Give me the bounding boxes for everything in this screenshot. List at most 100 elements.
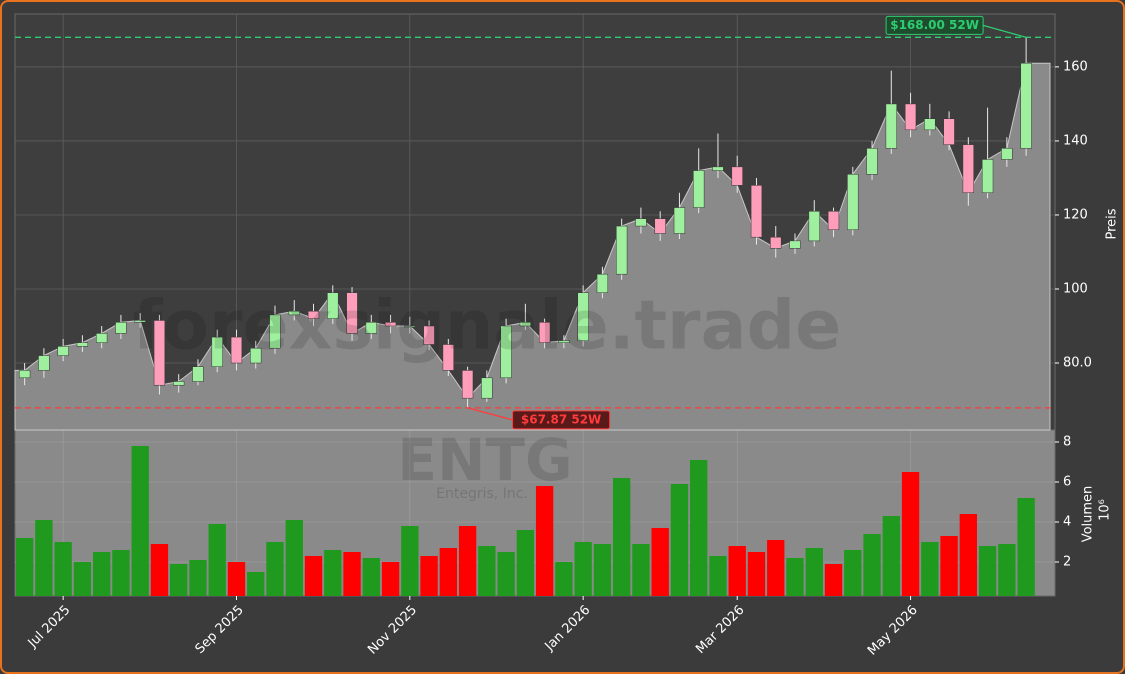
volume-bar [324,550,342,596]
candle-body [327,292,339,319]
volume-bar [844,550,862,596]
volume-bar [170,564,188,596]
hline-label: $67.87 52W [521,412,601,426]
candle-body [365,322,377,334]
volume-panel [14,429,1056,597]
candle-body [269,314,281,349]
candle-body [847,174,859,231]
y-tick-label: 120 [1063,207,1088,222]
volume-bar [131,446,149,596]
volume-bar [728,546,746,596]
candle-body [1001,148,1013,160]
volume-bar [998,544,1016,596]
volume-bar [632,544,650,596]
candle-body [981,159,994,194]
symbol-watermark: ENTG [397,426,572,494]
candle-body [18,370,31,379]
volume-bar [670,484,689,596]
candle-body [384,322,397,327]
volume-bar [362,558,380,596]
volume-bar [343,552,361,596]
candle-body [538,322,551,343]
volume-bar [901,472,920,596]
y-axis-label: Preis [1105,208,1120,239]
volume-bar [478,546,496,596]
candle-body [577,292,589,342]
candle-body [250,347,262,364]
candle-body [962,144,974,194]
volume-bar [767,540,785,596]
candle-body [596,273,609,293]
volume-bar [381,562,400,596]
candle-body [230,336,243,364]
volume-bar [940,536,958,596]
hline-label-box [512,410,611,430]
volume-unit: 10⁶ [1098,499,1113,521]
x-tick-label: Mar 2026 [693,603,747,657]
x-tick-label: Jul 2025 [25,603,74,652]
candle-body [442,344,454,371]
volume-bar [516,530,535,596]
candle-body [461,370,474,399]
volume-bar [93,552,111,596]
hline-label: $168.00 52W [890,18,979,32]
candle-body [827,211,840,231]
volume-bar [497,552,515,596]
candle-body [750,185,763,238]
candle-body [673,207,686,234]
candle-body [404,325,416,328]
volume-bar [574,542,592,596]
candle-body [635,218,647,227]
volume-bar [266,542,284,596]
volume-bar [420,556,438,596]
marks [14,37,1051,596]
candle-body [924,118,936,131]
volume-tick-label: 8 [1063,435,1071,450]
candle-body [346,292,358,334]
volume-bar [458,526,477,596]
volume-bar [593,544,612,596]
candle-body [693,170,705,208]
candle-body [153,320,166,386]
volume-bar [747,552,766,596]
volume-bar [709,556,727,596]
candle-body [192,366,204,382]
candle-body [808,211,820,242]
volume-bar [35,520,53,596]
candle-body [57,346,69,356]
candle-body [904,103,917,131]
candle-body [943,118,955,145]
candle-body [500,325,512,379]
volume-bar [304,556,323,596]
watermark: forexsignale.trade [133,287,842,366]
volume-tick-label: 4 [1063,515,1071,530]
volume-bar [921,542,939,596]
volume-bar [208,524,226,596]
x-tick-label: Nov 2025 [365,603,420,658]
volume-bar [613,478,631,596]
hline-arrow [467,407,513,421]
candle-body [789,240,801,249]
x-tick-label: Jan 2026 [542,603,594,655]
candle-body [38,355,50,371]
volume-bar [401,526,419,596]
candle-body [558,340,570,343]
volume-bar [73,562,92,596]
y-tick-label: 80.0 [1063,356,1092,371]
candle-body [866,148,878,175]
candle-body [211,336,223,367]
candle-body [115,322,127,334]
candle-body [712,166,724,171]
candle-body [134,320,146,323]
candle-body [481,377,493,399]
volume-bar [824,564,843,596]
volume-bar [227,562,246,596]
volume-bar [15,538,34,596]
volume-bar [786,558,804,596]
candle-body [173,381,185,386]
volume-bar [189,560,207,596]
candle-body [616,225,628,275]
